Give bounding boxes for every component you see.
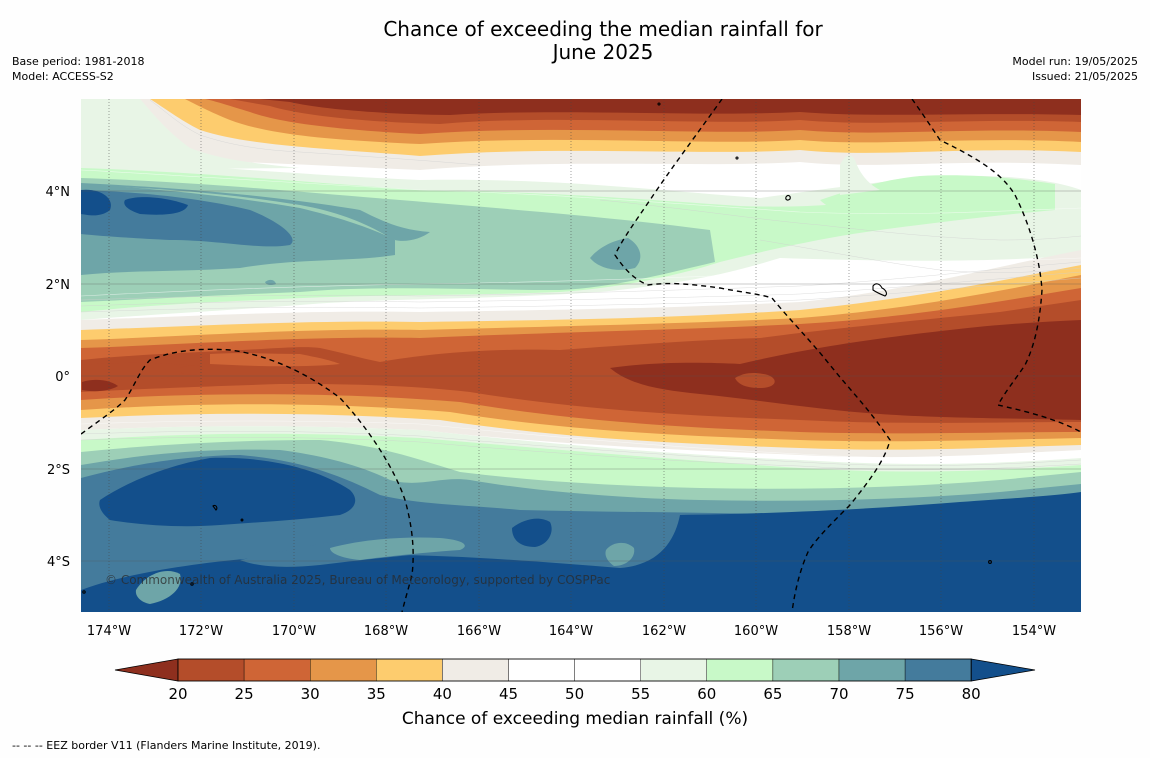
colorbar-title: Chance of exceeding median rainfall (%) [401,709,749,729]
issued-date: Issued: 21/05/2025 [1031,70,1138,83]
copyright-note: © Commonwealth of Australia 2025, Bureau… [105,573,610,587]
colorbar [114,658,1036,682]
title-line-1: Chance of exceeding the median rainfall … [383,17,823,41]
lat-label: 2°S [47,463,70,478]
rainfall-map: © Commonwealth of Australia 2025, Bureau… [81,99,1081,612]
model-name: Model: ACCESS-S2 [12,70,114,83]
colorbar-segment [442,658,509,682]
lon-label: 162°W [642,624,686,639]
colorbar-segment [640,658,708,682]
lat-label: 4°S [47,555,70,570]
colorbar-tick-label: 75 [896,685,915,703]
meta-left: Base period: 1981-2018 Model: ACCESS-S2 [12,54,144,84]
colorbar-tick-label: 25 [235,685,254,703]
colorbar-tick-label: 50 [565,685,584,703]
lon-label: 170°W [272,624,316,639]
base-period: Base period: 1981-2018 [12,55,145,68]
colorbar-tick-label: 45 [499,685,518,703]
lon-label: 156°W [919,624,963,639]
lon-label: 160°W [734,624,778,639]
lon-label: 154°W [1012,624,1056,639]
eez-border [81,99,1081,612]
title-line-2: June 2025 [552,40,654,64]
eez-footnote: -- -- -- EEZ border V11 (Flanders Marine… [12,739,321,752]
colorbar-tick-label: 30 [301,685,320,703]
lat-label: 4°N [46,185,71,200]
colorbar-segment [243,658,311,682]
colorbar-tick-label: 80 [962,685,981,703]
colorbar-extend-high [970,658,1036,682]
colorbar-segment [574,658,641,682]
model-run: Model run: 19/05/2025 [1012,55,1138,68]
colorbar-segment [177,658,245,682]
lon-label: 174°W [87,624,131,639]
lon-label: 172°W [179,624,223,639]
lat-label: 0° [55,370,70,385]
islands [82,102,992,594]
colorbar-segment [772,658,840,682]
colorbar-tick-label: 55 [631,685,650,703]
colorbar-segment [838,658,906,682]
colorbar-extend-low [114,658,179,682]
colorbar-tick-label: 65 [763,685,782,703]
colorbar-tick-label: 20 [168,685,187,703]
colorbar-segment [508,658,575,682]
map-title: Chance of exceeding the median rainfall … [0,18,1150,64]
lon-label: 164°W [549,624,593,639]
colorbar-tick-label: 70 [829,685,848,703]
lon-label: 158°W [827,624,871,639]
colorbar-tick-label: 60 [697,685,716,703]
colorbar-tick-label: 40 [433,685,452,703]
meta-right: Model run: 19/05/2025 Issued: 21/05/2025 [1012,54,1138,84]
lon-label: 168°W [364,624,408,639]
colorbar-ticks: 20 25 30 35 40 45 50 55 60 65 70 75 80 [168,685,980,703]
colorbar-segment [310,658,377,682]
lon-label: 166°W [457,624,501,639]
lat-axis: 4°N 2°N 0° 2°S 4°S [46,185,71,570]
colorbar-outline [177,658,972,682]
colorbar-tick-label: 35 [367,685,386,703]
lat-label: 2°N [46,278,71,293]
colorbar-segment [706,658,774,682]
colorbar-segment [904,658,972,682]
colorbar-segment [376,658,443,682]
lon-axis: 174°W 172°W 170°W 168°W 166°W 164°W 162°… [87,624,1056,639]
